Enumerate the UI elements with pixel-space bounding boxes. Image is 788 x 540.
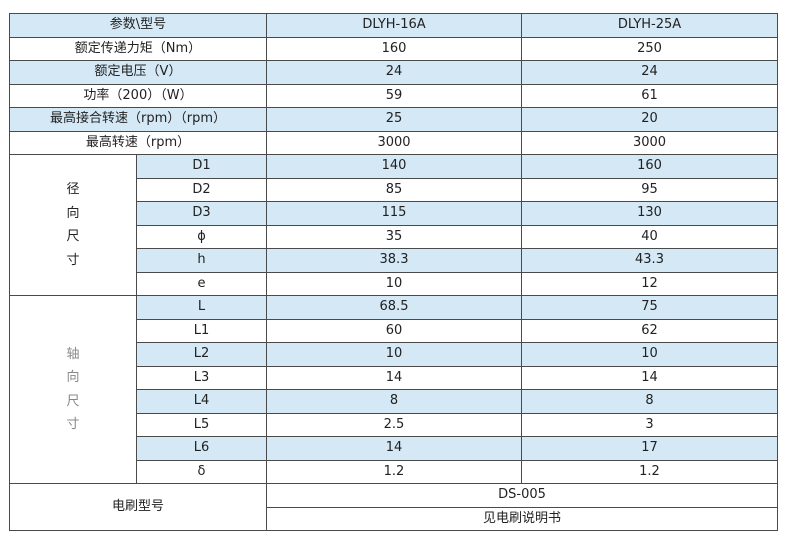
value-cell: 2.5 (266, 412, 522, 437)
axial-group-label: 轴向尺寸 (9, 295, 137, 484)
dimension-label: L3 (136, 365, 267, 390)
spec-table: 参数\型号 DLYH-16A DLYH-25A 额定传递力矩（Nm） 160 250 额定电… (9, 13, 778, 531)
table-row: 轴向尺寸 L 68.5 75 (9, 295, 778, 484)
value-cell: 115 (266, 201, 522, 226)
brush-row: 电刷型号 DS-005 (9, 483, 778, 531)
row-label: 最高接合转速（rpm）（rpm） (9, 107, 267, 132)
table-row: 额定电压（V） 24 24 (9, 60, 778, 85)
table-row: h 38.3 43.3 (10, 248, 778, 273)
value-cell: 59 (266, 83, 522, 108)
group-label-char: 径 (66, 182, 80, 197)
value-cell: 75 (521, 295, 778, 320)
brush-note-row: 见电刷说明书 (10, 506, 778, 531)
value-cell: 250 (521, 36, 778, 61)
value-cell: 25 (266, 107, 522, 132)
value-cell: 10 (266, 271, 522, 296)
dimension-label: ϕ (136, 224, 267, 249)
header-param-cell: 参数\型号 (9, 13, 267, 38)
value-cell: 43.3 (521, 248, 778, 273)
dimension-label: h (136, 248, 267, 273)
table-row: L6 14 17 (10, 436, 778, 461)
dimension-label: L4 (136, 389, 267, 414)
value-cell: 24 (521, 60, 778, 85)
value-cell: 38.3 (266, 248, 522, 273)
dimension-label: D1 (136, 154, 267, 179)
table-row: L3 14 14 (10, 365, 778, 390)
value-cell: 10 (521, 342, 778, 367)
group-label-char: 向 (66, 370, 80, 385)
table-row: 最高转速（rpm） 3000 3000 (9, 130, 778, 155)
group-label-char: 尺 (66, 229, 80, 244)
table-row: 功率（200）（W） 59 61 (9, 83, 778, 108)
value-cell: 130 (521, 201, 778, 226)
value-cell: 20 (521, 107, 778, 132)
value-cell: 61 (521, 83, 778, 108)
value-cell: 12 (521, 271, 778, 296)
header-model-cell: DLYH-16A (266, 13, 522, 38)
group-label-char: 尺 (66, 393, 80, 409)
dimension-label: D3 (136, 201, 267, 226)
value-cell: 10 (266, 342, 522, 367)
dimension-label: L5 (136, 412, 267, 437)
value-cell: 95 (521, 177, 778, 202)
value-cell: 3000 (266, 130, 522, 155)
table-row: L2 10 10 (10, 342, 778, 367)
table-row: L5 2.5 3 (10, 412, 778, 437)
brush-label: 电刷型号 (9, 483, 267, 531)
brush-model: DS-005 (266, 483, 778, 508)
brush-note: 见电刷说明书 (266, 506, 778, 531)
row-label: 最高转速（rpm） (9, 130, 267, 155)
group-label-char: 向 (66, 205, 80, 221)
value-cell: 8 (266, 389, 522, 414)
table-row: 最高接合转速（rpm）（rpm） 25 20 (9, 107, 778, 132)
value-cell: 14 (266, 365, 522, 390)
group-label-char: 寸 (66, 252, 80, 268)
value-cell: 140 (266, 154, 522, 179)
value-cell: 14 (266, 436, 522, 461)
value-cell: 3 (521, 412, 778, 437)
dimension-label: e (136, 271, 267, 296)
header-row: 参数\型号 DLYH-16A DLYH-25A (9, 13, 778, 38)
dimension-label: δ (136, 459, 267, 484)
table-row: L4 8 8 (10, 389, 778, 414)
value-cell: 160 (521, 154, 778, 179)
value-cell: 8 (521, 389, 778, 414)
row-label: 额定电压（V） (9, 60, 267, 85)
row-label: 功率（200）（W） (9, 83, 267, 108)
table-row: L1 60 62 (10, 318, 778, 343)
value-cell: 1.2 (266, 459, 522, 484)
value-cell: 40 (521, 224, 778, 249)
value-cell: 60 (266, 318, 522, 343)
table-row: δ 1.2 1.2 (10, 459, 778, 484)
table-row: ϕ 35 40 (10, 224, 778, 249)
row-label: 额定传递力矩（Nm） (9, 36, 267, 61)
value-cell: 3000 (521, 130, 778, 155)
value-cell: 14 (521, 365, 778, 390)
value-cell: 68.5 (266, 295, 522, 320)
table-row: 额定传递力矩（Nm） 160 250 (9, 36, 778, 61)
value-cell: 17 (521, 436, 778, 461)
value-cell: 85 (266, 177, 522, 202)
dimension-label: D2 (136, 177, 267, 202)
value-cell: 62 (521, 318, 778, 343)
table-row: D3 115 130 (10, 201, 778, 226)
radial-group-label: 径向尺寸 (9, 154, 137, 296)
table-row: 径向尺寸 D1 140 160 (9, 154, 778, 296)
value-cell: 24 (266, 60, 522, 85)
value-cell: 160 (266, 36, 522, 61)
dimension-label: L (136, 295, 267, 320)
header-model-cell: DLYH-25A (521, 13, 778, 38)
group-label-char: 轴 (66, 346, 80, 362)
dimension-label: L1 (136, 318, 267, 343)
table-row: e 10 12 (10, 271, 778, 296)
dimension-label: L2 (136, 342, 267, 367)
value-cell: 1.2 (521, 459, 778, 484)
dimension-label: L6 (136, 436, 267, 461)
group-label-char: 寸 (66, 417, 80, 432)
value-cell: 35 (266, 224, 522, 249)
